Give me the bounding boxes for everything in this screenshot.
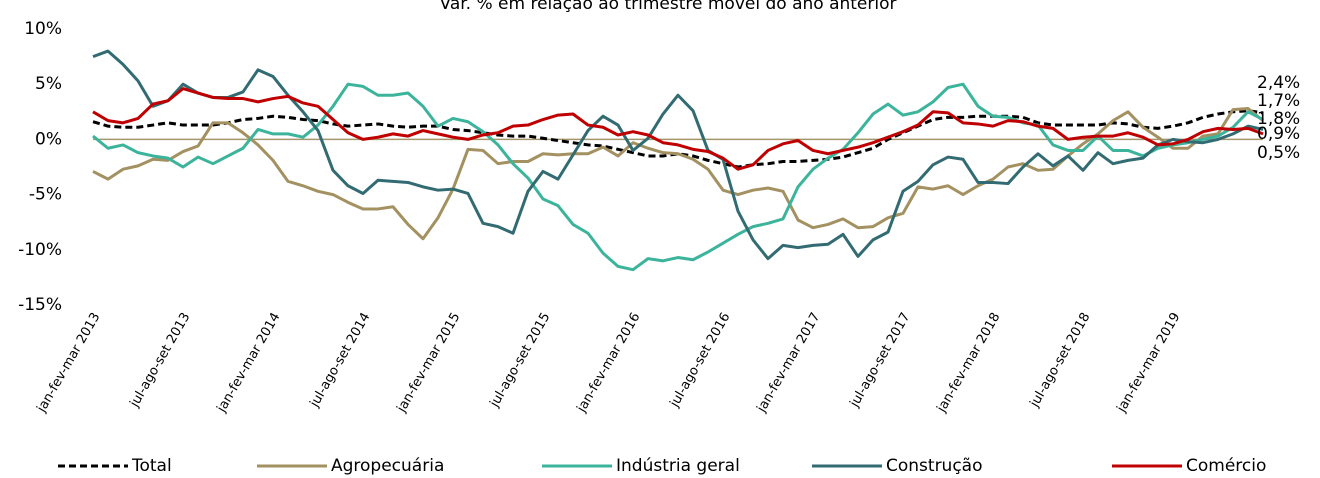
x-tick-label: jul-ago-set 2015 (487, 310, 554, 410)
x-tick-label: jan-fev-mar 2016 (574, 310, 644, 416)
x-tick-label: jan-fev-mar 2015 (394, 310, 464, 416)
series-line (92, 109, 1264, 169)
series-line (92, 82, 1264, 272)
chart-title: Var. % em relação ao trimestre móvel do … (440, 0, 897, 14)
x-tick-label: jan-fev-mar 2019 (1114, 310, 1184, 416)
x-tick-label: jan-fev-mar 2017 (754, 310, 824, 416)
value-label: 1,7% (1257, 91, 1300, 111)
legend-label: Comércio (1186, 456, 1266, 476)
x-tick-label: jul-ago-set 2014 (307, 310, 374, 410)
value-label: 2,4% (1257, 73, 1300, 93)
y-tick-label: -5% (29, 185, 62, 205)
value-label: 0,5% (1257, 143, 1300, 163)
y-tick-label: 5% (35, 74, 62, 94)
legend-label: Agropecuária (331, 456, 444, 476)
x-tick-label: jul-ago-set 2017 (847, 310, 914, 410)
legend-label: Indústria geral (616, 456, 740, 476)
series-line (92, 106, 1264, 241)
legend-label: Construção (886, 456, 983, 476)
value-label: 0,9% (1257, 124, 1300, 144)
x-tick-label: jan-fev-mar 2014 (214, 310, 284, 416)
value-label: 1,8% (1257, 109, 1300, 129)
y-tick-label: 0% (35, 129, 62, 149)
series-line (92, 87, 1264, 171)
x-tick-label: jan-fev-mar 2013 (34, 310, 104, 416)
x-tick-label: jul-ago-set 2013 (127, 310, 194, 410)
x-tick-label: jul-ago-set 2018 (1027, 310, 1094, 410)
y-tick-label: 10% (24, 19, 62, 39)
y-tick-label: -15% (18, 295, 62, 315)
legend-label: Total (131, 456, 172, 476)
y-tick-label: -10% (18, 240, 62, 260)
x-tick-label: jan-fev-mar 2018 (934, 310, 1004, 416)
x-tick-label: jul-ago-set 2016 (667, 310, 734, 410)
